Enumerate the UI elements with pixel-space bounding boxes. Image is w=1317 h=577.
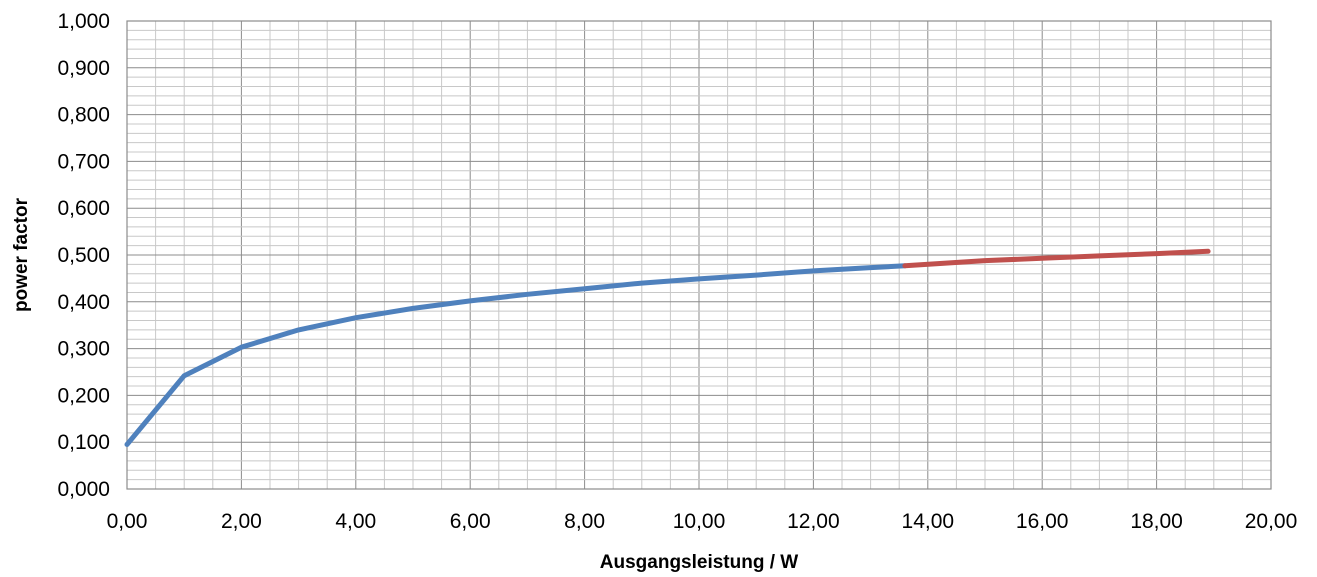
x-tick-label: 8,00 [564, 510, 605, 533]
x-tick-label: 20,00 [1245, 510, 1298, 533]
x-tick-label: 0,00 [107, 510, 148, 533]
y-tick-label: 0,000 [57, 478, 110, 501]
y-tick-label: 0,300 [57, 338, 110, 361]
y-tick-label: 0,400 [57, 291, 110, 314]
y-axis-title: power factor [11, 197, 32, 312]
y-tick-label: 0,200 [57, 384, 110, 407]
x-tick-label: 14,00 [902, 510, 955, 533]
y-tick-label: 0,900 [57, 57, 110, 80]
x-tick-label: 6,00 [450, 510, 491, 533]
y-tick-label: 0,800 [57, 104, 110, 127]
series-line-2 [905, 251, 1208, 265]
x-tick-labels: 0,00 2,00 4,00 6,00 8,00 10,00 12,00 14,00 16,00… [107, 510, 1298, 533]
y-tick-label: 0,500 [57, 244, 110, 267]
x-tick-label: 18,00 [1130, 510, 1183, 533]
x-axis-title: Ausgangsleistung / W [600, 552, 799, 573]
x-tick-label: 4,00 [335, 510, 376, 533]
y-tick-label: 1,000 [57, 10, 110, 33]
y-tick-label: 0,700 [57, 150, 110, 173]
y-tick-labels: 0,000 0,100 0,200 0,300 0,400 0,500 0,600 0,700… [57, 10, 110, 501]
y-tick-label: 0,600 [57, 197, 110, 220]
x-tick-label: 16,00 [1016, 510, 1069, 533]
y-tick-label: 0,100 [57, 431, 110, 454]
x-tick-label: 2,00 [221, 510, 262, 533]
series-group [127, 251, 1208, 444]
x-tick-label: 10,00 [673, 510, 726, 533]
x-tick-label: 12,00 [787, 510, 840, 533]
